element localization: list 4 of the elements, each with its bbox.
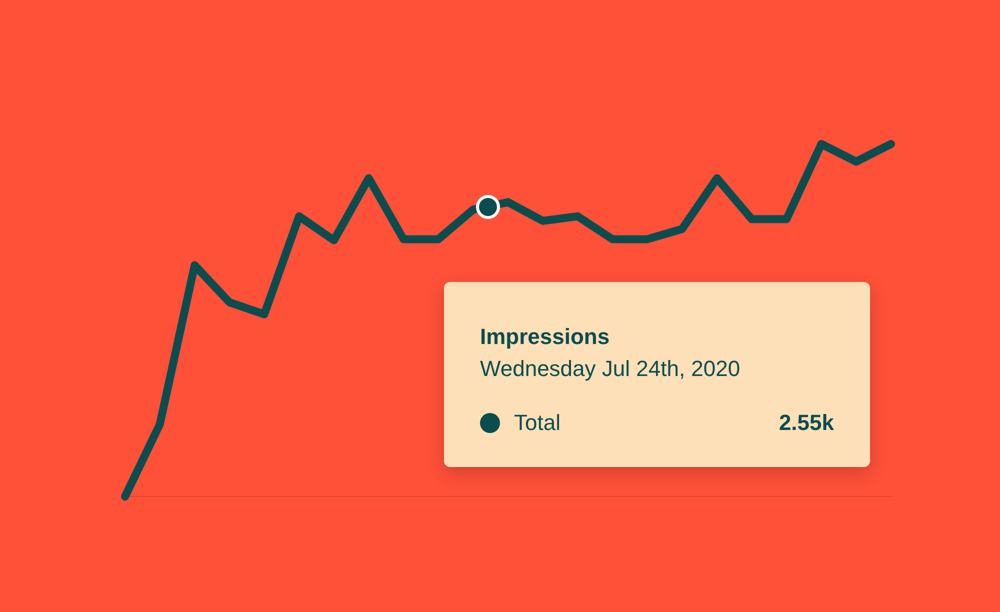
annotation: Total — [514, 410, 560, 436]
annotation: 2.55k — [778, 410, 834, 436]
annotation: Wednesday Jul 24th, 2020 — [480, 356, 742, 382]
annotation: Impressions — [480, 324, 611, 350]
